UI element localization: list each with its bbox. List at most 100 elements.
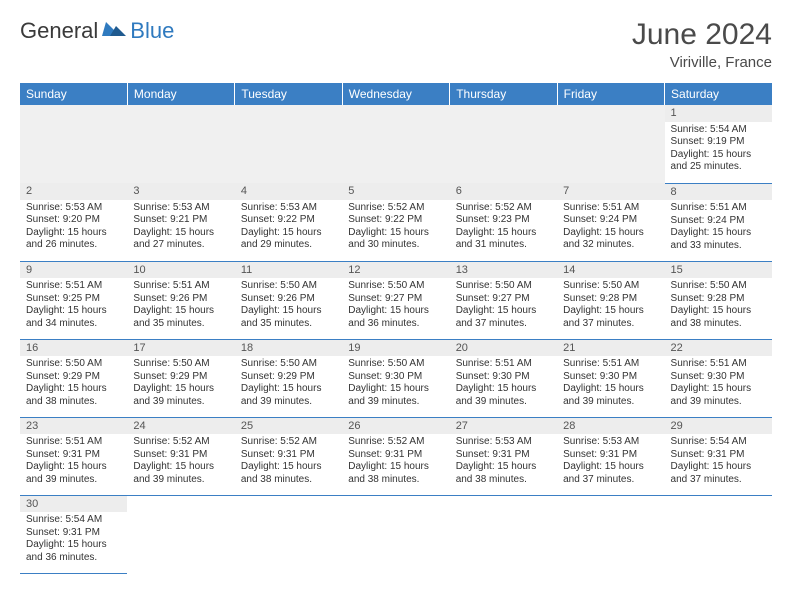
daylight-line: Daylight: 15 hours and 39 minutes. [133,461,228,486]
day-number: 13 [450,262,557,279]
day-body: Sunrise: 5:50 AMSunset: 9:29 PMDaylight:… [127,356,234,412]
sunrise-line: Sunrise: 5:50 AM [133,358,228,371]
sunset-line: Sunset: 9:29 PM [26,371,121,384]
daylight-line: Daylight: 15 hours and 35 minutes. [241,305,336,330]
sunrise-line: Sunrise: 5:51 AM [671,202,766,215]
day-body: Sunrise: 5:50 AMSunset: 9:28 PMDaylight:… [557,278,664,334]
calendar-row: 9Sunrise: 5:51 AMSunset: 9:25 PMDaylight… [20,261,772,339]
sunset-line: Sunset: 9:21 PM [133,214,228,227]
calendar-cell: 27Sunrise: 5:53 AMSunset: 9:31 PMDayligh… [450,417,557,495]
day-number: 25 [235,418,342,435]
flag-icon [102,20,126,43]
calendar-cell [20,105,127,183]
calendar-cell: 5Sunrise: 5:52 AMSunset: 9:22 PMDaylight… [342,183,449,261]
weekday-header: Sunday [20,83,127,105]
sunset-line: Sunset: 9:22 PM [348,214,443,227]
calendar-row: 16Sunrise: 5:50 AMSunset: 9:29 PMDayligh… [20,339,772,417]
day-number: 8 [665,184,772,201]
calendar-cell: 23Sunrise: 5:51 AMSunset: 9:31 PMDayligh… [20,417,127,495]
day-body: Sunrise: 5:51 AMSunset: 9:24 PMDaylight:… [665,200,772,256]
sunrise-line: Sunrise: 5:51 AM [671,358,766,371]
day-number: 23 [20,418,127,435]
daylight-line: Daylight: 15 hours and 39 minutes. [456,383,551,408]
calendar-cell [557,495,664,573]
day-body: Sunrise: 5:53 AMSunset: 9:31 PMDaylight:… [450,434,557,490]
day-number: 12 [342,262,449,279]
daylight-line: Daylight: 15 hours and 31 minutes. [456,227,551,252]
day-number: 4 [235,183,342,200]
sunrise-line: Sunrise: 5:51 AM [26,280,121,293]
day-number: 6 [450,183,557,200]
calendar-cell [235,105,342,183]
calendar-cell: 22Sunrise: 5:51 AMSunset: 9:30 PMDayligh… [665,339,772,417]
calendar-cell [127,495,234,573]
calendar-cell: 16Sunrise: 5:50 AMSunset: 9:29 PMDayligh… [20,339,127,417]
day-number: 15 [665,262,772,279]
daylight-line: Daylight: 15 hours and 37 minutes. [563,461,658,486]
month-title: June 2024 [632,18,772,52]
calendar-cell: 9Sunrise: 5:51 AMSunset: 9:25 PMDaylight… [20,261,127,339]
calendar-cell: 29Sunrise: 5:54 AMSunset: 9:31 PMDayligh… [665,417,772,495]
sunset-line: Sunset: 9:19 PM [671,136,766,149]
day-body: Sunrise: 5:51 AMSunset: 9:25 PMDaylight:… [20,278,127,334]
sunrise-line: Sunrise: 5:54 AM [671,124,766,137]
sunrise-line: Sunrise: 5:50 AM [348,358,443,371]
day-body: Sunrise: 5:52 AMSunset: 9:31 PMDaylight:… [127,434,234,490]
day-number: 2 [20,183,127,200]
daylight-line: Daylight: 15 hours and 37 minutes. [563,305,658,330]
calendar-row: 1Sunrise: 5:54 AMSunset: 9:19 PMDaylight… [20,105,772,183]
sunset-line: Sunset: 9:28 PM [671,293,766,306]
sunset-line: Sunset: 9:24 PM [671,215,766,228]
day-number: 19 [342,340,449,357]
day-number: 5 [342,183,449,200]
sunrise-line: Sunrise: 5:50 AM [456,280,551,293]
day-body: Sunrise: 5:51 AMSunset: 9:30 PMDaylight:… [665,356,772,412]
sunrise-line: Sunrise: 5:51 AM [563,202,658,215]
sunset-line: Sunset: 9:29 PM [133,371,228,384]
sunset-line: Sunset: 9:30 PM [456,371,551,384]
calendar-cell: 13Sunrise: 5:50 AMSunset: 9:27 PMDayligh… [450,261,557,339]
sunset-line: Sunset: 9:27 PM [348,293,443,306]
calendar-cell: 10Sunrise: 5:51 AMSunset: 9:26 PMDayligh… [127,261,234,339]
day-body: Sunrise: 5:50 AMSunset: 9:27 PMDaylight:… [450,278,557,334]
calendar-row: 2Sunrise: 5:53 AMSunset: 9:20 PMDaylight… [20,183,772,261]
sunrise-line: Sunrise: 5:52 AM [241,436,336,449]
daylight-line: Daylight: 15 hours and 38 minutes. [26,383,121,408]
calendar-cell: 30Sunrise: 5:54 AMSunset: 9:31 PMDayligh… [20,495,127,573]
sunrise-line: Sunrise: 5:51 AM [563,358,658,371]
sunset-line: Sunset: 9:31 PM [241,449,336,462]
sunset-line: Sunset: 9:30 PM [563,371,658,384]
daylight-line: Daylight: 15 hours and 39 minutes. [563,383,658,408]
day-number: 16 [20,340,127,357]
location: Viriville, France [632,54,772,71]
daylight-line: Daylight: 15 hours and 38 minutes. [671,305,766,330]
daylight-line: Daylight: 15 hours and 37 minutes. [456,305,551,330]
day-body: Sunrise: 5:50 AMSunset: 9:27 PMDaylight:… [342,278,449,334]
sunrise-line: Sunrise: 5:54 AM [671,436,766,449]
sunrise-line: Sunrise: 5:50 AM [348,280,443,293]
calendar-cell [450,105,557,183]
calendar-cell: 6Sunrise: 5:52 AMSunset: 9:23 PMDaylight… [450,183,557,261]
sunrise-line: Sunrise: 5:51 AM [456,358,551,371]
daylight-line: Daylight: 15 hours and 39 minutes. [671,383,766,408]
daylight-line: Daylight: 15 hours and 38 minutes. [241,461,336,486]
day-number: 24 [127,418,234,435]
sunset-line: Sunset: 9:25 PM [26,293,121,306]
day-number: 27 [450,418,557,435]
sunset-line: Sunset: 9:23 PM [456,214,551,227]
sunrise-line: Sunrise: 5:54 AM [26,514,121,527]
day-number: 17 [127,340,234,357]
day-body: Sunrise: 5:51 AMSunset: 9:31 PMDaylight:… [20,434,127,490]
sunset-line: Sunset: 9:31 PM [348,449,443,462]
daylight-line: Daylight: 15 hours and 25 minutes. [671,149,766,174]
day-body: Sunrise: 5:53 AMSunset: 9:21 PMDaylight:… [127,200,234,256]
calendar-cell: 12Sunrise: 5:50 AMSunset: 9:27 PMDayligh… [342,261,449,339]
day-number: 28 [557,418,664,435]
day-number: 20 [450,340,557,357]
calendar-cell [342,105,449,183]
sunrise-line: Sunrise: 5:51 AM [26,436,121,449]
day-body: Sunrise: 5:53 AMSunset: 9:22 PMDaylight:… [235,200,342,256]
sunrise-line: Sunrise: 5:52 AM [348,436,443,449]
logo-text-blue: Blue [130,18,174,44]
calendar-cell: 25Sunrise: 5:52 AMSunset: 9:31 PMDayligh… [235,417,342,495]
